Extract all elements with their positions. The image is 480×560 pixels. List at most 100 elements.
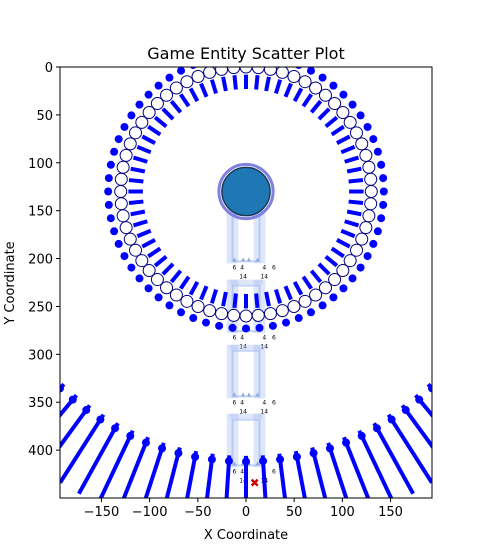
outer-ring-dot bbox=[339, 90, 348, 99]
outer-ring-dot bbox=[189, 314, 198, 323]
y-tick-label: 100 bbox=[28, 157, 53, 172]
bottom-arc-tick bbox=[293, 450, 307, 498]
bracket-arrow bbox=[255, 461, 260, 466]
outer-ring-dot bbox=[356, 111, 365, 120]
outer-ring-dot bbox=[114, 135, 123, 144]
inner-ring-tick bbox=[330, 124, 345, 137]
inner-ring-tick bbox=[309, 269, 323, 284]
outer-ring-dot bbox=[228, 323, 237, 332]
middle-ring-circle bbox=[362, 209, 376, 223]
middle-ring-circle bbox=[123, 232, 137, 246]
bracket-top bbox=[229, 413, 263, 419]
outer-ring-dot bbox=[255, 323, 264, 332]
bracket-arrow bbox=[232, 257, 237, 262]
bracket-arrow bbox=[246, 392, 251, 397]
middle-ring-circle bbox=[239, 309, 253, 323]
bottom-arc-dot bbox=[68, 395, 77, 404]
bottom-arc-dot bbox=[207, 455, 216, 464]
outer-ring-dot bbox=[120, 122, 129, 131]
outer-ring-dot bbox=[177, 308, 186, 317]
inner-ring-tick bbox=[264, 291, 271, 307]
bracket-bar bbox=[226, 344, 233, 399]
inner-ring-tick bbox=[153, 254, 168, 268]
bottom-arc-tick bbox=[60, 413, 106, 484]
middle-ring-circle bbox=[119, 221, 133, 235]
middle-ring-circle bbox=[180, 75, 194, 89]
middle-ring-circle bbox=[114, 172, 128, 186]
middle-ring-circle bbox=[298, 294, 312, 308]
bottom-arc-tick bbox=[224, 455, 232, 498]
middle-ring-circle bbox=[298, 75, 312, 89]
inner-ring-tick bbox=[188, 87, 200, 103]
outer-ring-dot bbox=[377, 160, 386, 169]
outer-ring-dot bbox=[306, 308, 315, 317]
center-entity-halo bbox=[217, 162, 275, 221]
y-tick-label: 350 bbox=[28, 396, 53, 411]
inner-ring-tick bbox=[232, 75, 238, 90]
inner-ring-tick bbox=[221, 291, 228, 307]
inner-ring-tick bbox=[169, 99, 183, 114]
group-label: 14 bbox=[239, 408, 247, 415]
outer-ring-dot bbox=[373, 227, 382, 236]
inner-ring-tick bbox=[324, 254, 339, 268]
middle-ring-circle bbox=[116, 160, 130, 174]
y-tick-label: 150 bbox=[28, 205, 53, 220]
middle-ring-circle bbox=[251, 308, 265, 322]
group-label: 14 bbox=[260, 408, 268, 415]
inner-ring-tick bbox=[348, 199, 364, 205]
inner-ring-tick bbox=[301, 93, 313, 108]
middle-ring-circle bbox=[142, 264, 156, 278]
inner-ring-tick bbox=[128, 199, 144, 205]
outer-ring-dot bbox=[110, 227, 119, 236]
inner-ring-tick bbox=[179, 275, 191, 290]
middle-ring-circle bbox=[150, 273, 164, 287]
middle-ring-circle bbox=[336, 106, 350, 120]
middle-ring-circle bbox=[129, 243, 143, 257]
bracket-bar bbox=[226, 208, 233, 264]
middle-ring-circle bbox=[263, 307, 277, 321]
bracket-bar bbox=[253, 413, 260, 468]
x-tick-label: 50 bbox=[286, 505, 303, 520]
inner-ring-tick bbox=[141, 238, 156, 249]
inner-ring-tick bbox=[292, 87, 304, 103]
bottom-arc-tick bbox=[400, 404, 432, 450]
middle-ring-circle bbox=[191, 69, 205, 83]
y-tick-label: 0 bbox=[45, 61, 53, 76]
middle-ring-circle bbox=[114, 185, 128, 199]
bracket-bar bbox=[226, 279, 233, 334]
bracket-arrow bbox=[241, 257, 246, 262]
inner-ring-tick bbox=[340, 228, 356, 239]
inner-ring-tick bbox=[264, 76, 271, 92]
middle-ring-circle bbox=[287, 300, 301, 314]
bracket-bar bbox=[259, 344, 266, 399]
outer-ring-dot bbox=[127, 111, 136, 120]
group-label: 6 bbox=[272, 264, 276, 271]
middle-ring-circle bbox=[343, 254, 357, 268]
middle-ring-circle bbox=[239, 67, 253, 74]
bottom-arc-tick bbox=[143, 442, 166, 498]
bottom-arc-dot bbox=[96, 415, 105, 424]
inner-ring-tick bbox=[199, 82, 209, 98]
x-tick-label: 0 bbox=[242, 505, 250, 520]
bottom-arc-dot bbox=[191, 452, 200, 461]
outer-ring-dot bbox=[104, 200, 113, 209]
outer-ring-dot bbox=[201, 318, 210, 327]
bottom-arc-dot bbox=[428, 384, 432, 393]
group-label: 4 bbox=[240, 264, 244, 271]
outer-ring-dot bbox=[329, 293, 338, 302]
bottom-arc-dot bbox=[259, 457, 268, 466]
outer-ring-dot bbox=[144, 284, 153, 293]
outer-ring-dot bbox=[165, 73, 174, 82]
inner-ring-tick bbox=[179, 93, 191, 108]
middle-ring-circle bbox=[364, 185, 378, 199]
outer-ring-dot bbox=[379, 187, 388, 196]
middle-ring-circle bbox=[359, 221, 373, 235]
group-label: 14 bbox=[260, 343, 268, 350]
middle-ring-circle bbox=[359, 148, 373, 162]
y-tick-label: 400 bbox=[28, 444, 53, 459]
group-label: 6 bbox=[233, 399, 237, 406]
bottom-arc-dot bbox=[401, 406, 410, 415]
marker-x bbox=[250, 478, 259, 487]
